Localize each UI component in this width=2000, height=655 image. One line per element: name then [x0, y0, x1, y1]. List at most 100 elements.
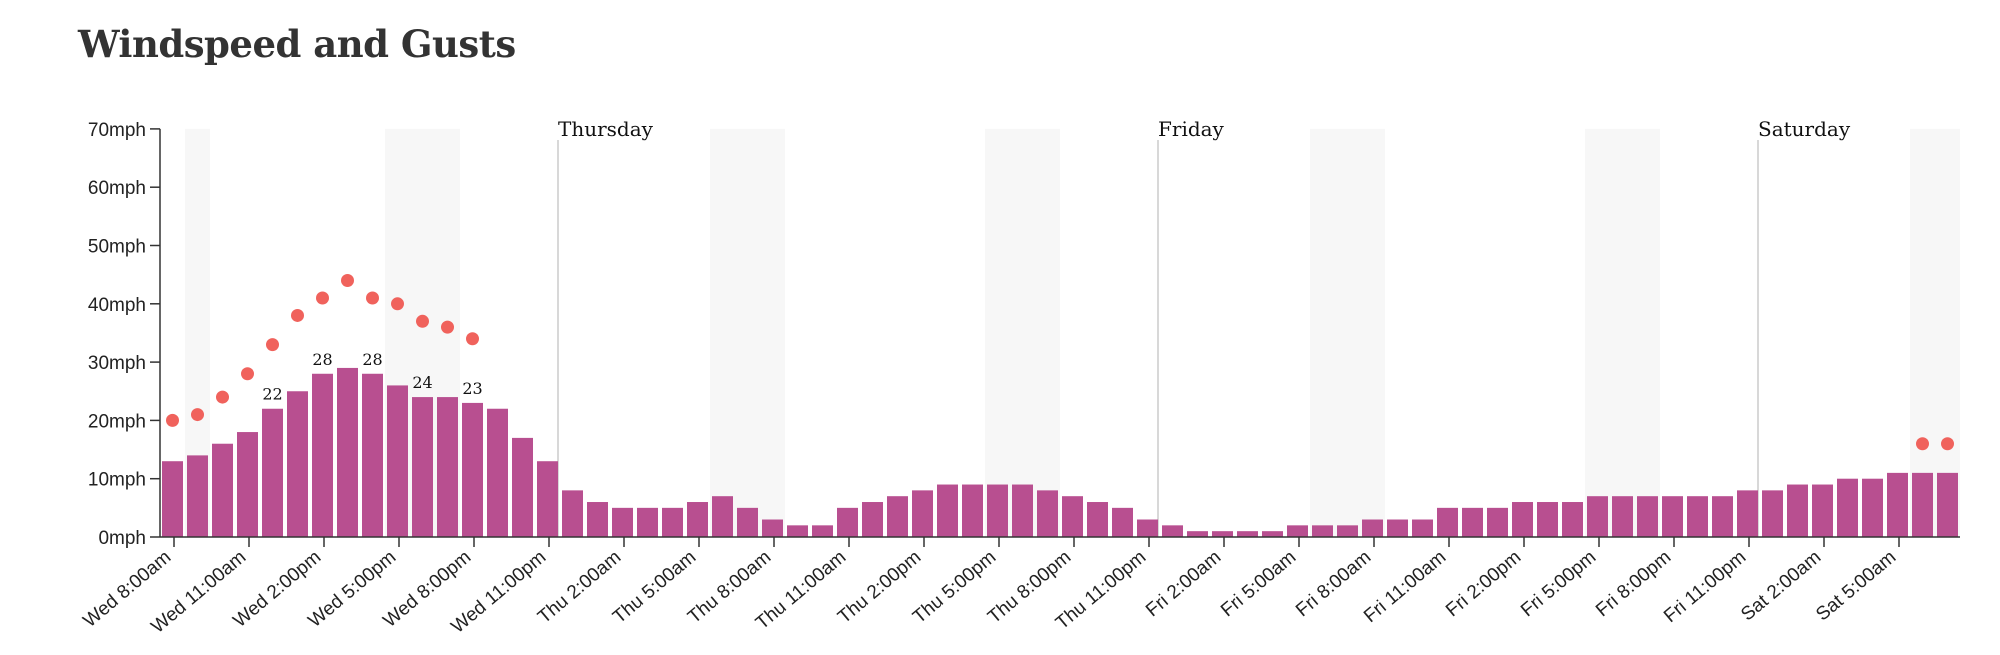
- windspeed-bar: [1112, 507, 1133, 537]
- y-tick-label: 10mph: [88, 470, 146, 491]
- night-shading: [185, 128, 1960, 537]
- x-tick-label: Fri 2:00am: [1142, 547, 1225, 621]
- gust-dot: [291, 308, 304, 322]
- y-tick-label: 30mph: [88, 353, 146, 374]
- windspeed-bar: [237, 432, 258, 537]
- windspeed-bar: [1062, 496, 1083, 537]
- gust-dot: [241, 367, 254, 381]
- y-tick-label: 20mph: [88, 411, 146, 432]
- gust-dot: [191, 408, 204, 422]
- bar-value-label: 28: [362, 350, 382, 369]
- x-tick-label: Fri 5:00pm: [1517, 547, 1600, 621]
- windspeed-bar: [1462, 507, 1483, 537]
- day-label: Thursday: [558, 117, 654, 141]
- day-markers: Thursday Friday Saturday: [557, 117, 1851, 537]
- gust-dot: [1916, 437, 1929, 451]
- windspeed-bar: [937, 484, 958, 537]
- windspeed-bar: [1212, 531, 1233, 537]
- windspeed-bar: [862, 502, 883, 537]
- windspeed-bars: [162, 367, 1958, 537]
- night-band: [710, 128, 785, 537]
- windspeed-bar: [912, 490, 933, 537]
- windspeed-bar: [487, 408, 508, 537]
- x-tick-label: Fri 11:00pm: [1660, 547, 1750, 627]
- windspeed-bar: [412, 397, 433, 537]
- windspeed-bar: [1637, 496, 1658, 537]
- windspeed-bar: [1362, 519, 1383, 537]
- windspeed-bar: [1162, 525, 1183, 537]
- day-label: Saturday: [1758, 117, 1851, 141]
- gust-dot: [1941, 437, 1954, 451]
- windspeed-bar: [1562, 502, 1583, 537]
- windspeed-bar: [1687, 496, 1708, 537]
- windspeed-bar: [1912, 472, 1933, 537]
- day-label: Friday: [1158, 117, 1225, 141]
- windspeed-bar: [1287, 525, 1308, 537]
- windspeed-bar: [837, 507, 858, 537]
- gust-dot: [366, 291, 379, 305]
- windspeed-bar: [287, 391, 308, 537]
- x-tick-label: Fri 11:00am: [1360, 547, 1450, 627]
- windspeed-bar: [162, 461, 183, 537]
- windspeed-bar: [637, 507, 658, 537]
- windspeed-bar: [387, 385, 408, 537]
- y-tick-label: 70mph: [88, 120, 146, 141]
- y-tick-label: 0mph: [98, 528, 146, 549]
- windspeed-bar: [337, 367, 358, 537]
- gust-dot: [416, 314, 429, 328]
- night-band: [1585, 128, 1660, 537]
- y-axis: 0mph 10mph 20mph 30mph 40mph 50mph 60mph 70mph: [88, 120, 161, 549]
- night-band: [1310, 128, 1385, 537]
- x-tick-label: Fri 2:00pm: [1442, 547, 1525, 621]
- windspeed-bar: [462, 402, 483, 537]
- windspeed-bar: [1937, 472, 1958, 537]
- x-tick-label: Fri 5:00am: [1217, 547, 1300, 621]
- windspeed-bar: [1412, 519, 1433, 537]
- windspeed-bar: [1812, 484, 1833, 537]
- gust-dot: [466, 332, 479, 346]
- y-tick-label: 40mph: [88, 295, 146, 316]
- windspeed-bar: [1737, 490, 1758, 537]
- windspeed-bar: [1887, 472, 1908, 537]
- windspeed-bar: [1037, 490, 1058, 537]
- bar-value-label: 28: [312, 350, 332, 369]
- windspeed-bar: [1612, 496, 1633, 537]
- windspeed-bar: [1237, 531, 1258, 537]
- windspeed-bar: [812, 525, 833, 537]
- chart-title: Windspeed and Gusts: [78, 22, 516, 66]
- windspeed-bar: [1537, 502, 1558, 537]
- bar-value-label: 24: [412, 373, 432, 392]
- windspeed-bar: [1312, 525, 1333, 537]
- gust-dot: [266, 338, 279, 352]
- windspeed-bar: [262, 408, 283, 537]
- windspeed-bar: [1712, 496, 1733, 537]
- windspeed-bar: [662, 507, 683, 537]
- x-tick-label: Sat 2:00am: [1737, 547, 1825, 626]
- windspeed-bar: [562, 490, 583, 537]
- windspeed-bar: [1762, 490, 1783, 537]
- windspeed-bar: [1012, 484, 1033, 537]
- windspeed-bar: [1837, 478, 1858, 537]
- night-band: [1910, 128, 1960, 537]
- windspeed-bar: [437, 397, 458, 537]
- gust-dot: [216, 390, 229, 404]
- windspeed-bar: [187, 455, 208, 537]
- windspeed-bar: [1662, 496, 1683, 537]
- windspeed-bar: [787, 525, 808, 537]
- windspeed-bar: [962, 484, 983, 537]
- gust-dot: [391, 297, 404, 311]
- windspeed-bar: [1862, 478, 1883, 537]
- windspeed-bar: [512, 437, 533, 537]
- windspeed-bar: [612, 507, 633, 537]
- windspeed-bar: [1187, 531, 1208, 537]
- gust-dots: [166, 273, 1954, 451]
- y-tick-label: 60mph: [88, 178, 146, 199]
- windspeed-bar: [1487, 507, 1508, 537]
- windspeed-bar: [1512, 502, 1533, 537]
- windspeed-bar: [362, 373, 383, 537]
- windspeed-bar: [1137, 519, 1158, 537]
- bar-value-label: 22: [262, 385, 282, 404]
- gust-dot: [441, 320, 454, 334]
- windspeed-bar: [1437, 507, 1458, 537]
